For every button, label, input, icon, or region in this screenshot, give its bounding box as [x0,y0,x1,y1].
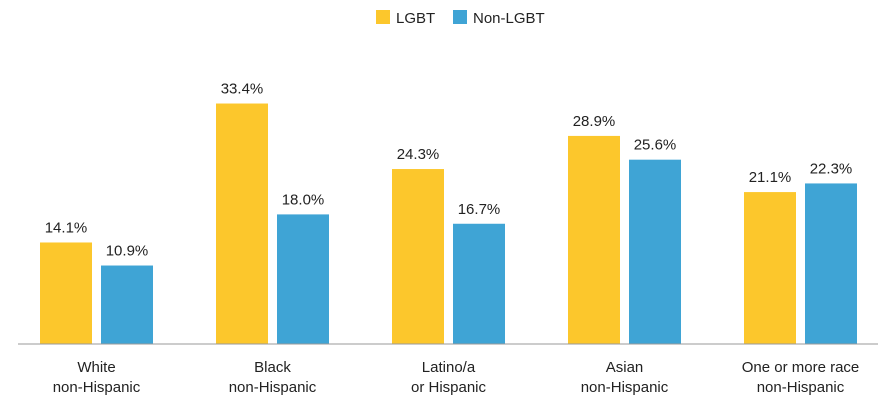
x-tick-label-4-line-0: One or more race [742,359,860,376]
x-tick-label-2-line-1: or Hispanic [411,379,487,396]
x-tick-label-3: Asian non-Hispanic [581,359,669,396]
value-label-lgbt-2: 24.3% [397,146,440,163]
value-label-lgbt-1: 33.4% [221,81,264,98]
value-labels-group: 14.1% 10.9% 33.4% 18.0% 24.3% 16.7% 28.9% 25.6%… [45,81,853,260]
bar-non-lgbt-3 [629,159,681,344]
bar-non-lgbt-4 [805,183,857,344]
x-tick-label-3-line-1: non-Hispanic [581,379,669,396]
legend-label-lgbt: LGBT [396,10,435,27]
bar-lgbt-1 [216,103,268,345]
legend: LGBT Non-LGBT [376,10,545,27]
bar-lgbt-4 [744,192,796,344]
x-tick-label-1-line-0: Black [254,359,291,376]
legend-label-non-lgbt: Non-LGBT [473,10,545,27]
x-tick-label-0-line-0: White [77,359,115,376]
x-tick-label-1-line-1: non-Hispanic [229,379,317,396]
legend-swatch-lgbt [376,10,390,24]
value-label-non-lgbt-2: 16.7% [458,201,501,218]
value-label-non-lgbt-3: 25.6% [634,137,677,154]
value-label-non-lgbt-4: 22.3% [810,160,853,177]
value-label-lgbt-3: 28.9% [573,113,616,130]
bar-lgbt-2 [392,169,444,344]
value-label-non-lgbt-0: 10.9% [106,243,149,260]
x-tick-label-0-line-1: non-Hispanic [53,379,141,396]
x-tick-label-1: Black non-Hispanic [229,359,317,396]
x-tick-label-3-line-0: Asian [606,359,644,376]
x-tick-labels-group: White non-Hispanic Black non-Hispanic Latino… [53,359,860,396]
value-label-lgbt-0: 14.1% [45,219,88,236]
x-tick-label-4-line-1: non-Hispanic [757,379,845,396]
x-tick-label-0: White non-Hispanic [53,359,141,396]
bar-lgbt-3 [568,135,620,344]
x-tick-label-2-line-0: Latino/a [422,359,476,376]
value-label-non-lgbt-1: 18.0% [282,191,325,208]
bar-non-lgbt-2 [453,223,505,344]
bar-non-lgbt-0 [101,265,153,344]
legend-swatch-non-lgbt [453,10,467,24]
x-tick-label-2: Latino/a or Hispanic [411,359,487,396]
bars-group [40,103,857,345]
bar-non-lgbt-1 [277,214,329,344]
bar-lgbt-0 [40,242,92,344]
x-tick-label-4: One or more race non-Hispanic [742,359,860,396]
value-label-lgbt-4: 21.1% [749,169,792,186]
